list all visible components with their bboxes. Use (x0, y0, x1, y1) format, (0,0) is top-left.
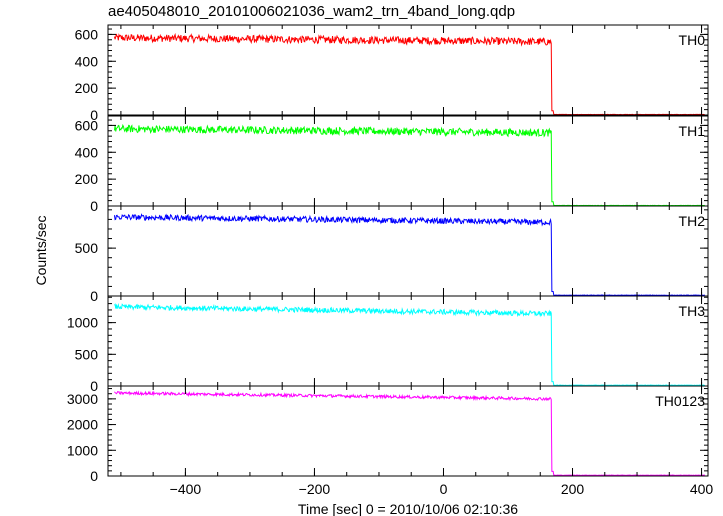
y-tick-label: 200 (75, 80, 99, 96)
x-tick-label: 400 (690, 481, 714, 497)
y-tick-label: 0 (90, 468, 98, 484)
series-label-th2: TH2 (679, 213, 706, 229)
panel-th0: 0 200 400 600 TH0 (75, 24, 709, 123)
series-label-th1: TH1 (679, 123, 706, 139)
y-tick-label: 0 (90, 198, 98, 214)
x-tick-label: 200 (561, 481, 585, 497)
panel-frame (107, 385, 709, 477)
panel-th2: 0 500 TH2 (75, 205, 709, 304)
y-axis-label: Counts/sec (33, 215, 49, 285)
y-tick-label: 500 (75, 346, 99, 362)
y-tick-label: 0 (90, 288, 98, 304)
y-tick-label: 200 (75, 171, 99, 187)
panel-th1: 0 200 400 600 TH1 (75, 115, 709, 214)
y-tick-label: 1000 (67, 315, 98, 331)
y-tick-label: 3000 (67, 391, 98, 407)
series-line-th3 (114, 303, 705, 386)
panel-frame (107, 24, 709, 116)
series-line-th0123 (114, 390, 705, 476)
y-tick-label: 0 (90, 378, 98, 394)
series-label-th3: TH3 (679, 303, 706, 319)
chart-title: ae405048010_20101006021036_wam2_trn_4ban… (108, 3, 515, 20)
series-label-th0123: TH0123 (655, 393, 705, 409)
series-line-th2 (113, 213, 705, 296)
panel-frame (107, 295, 709, 387)
series-line-th0 (113, 32, 705, 116)
y-tick-label: 600 (75, 26, 99, 42)
x-tick-label: −400 (170, 481, 202, 497)
y-tick-label: 500 (75, 240, 99, 256)
y-tick-label: 1000 (67, 442, 98, 458)
panel-th0123: 0 1000 2000 3000 TH0123 (67, 385, 709, 484)
y-tick-label: 0 (90, 107, 98, 123)
x-tick-label: 0 (440, 481, 448, 497)
panels: 0 200 400 600 TH0 0 200 400 600 TH1 0 500 TH2 0 500 100… (67, 24, 714, 497)
series-line-th1 (113, 123, 705, 207)
y-tick-label: 600 (75, 117, 99, 133)
y-tick-label: 400 (75, 53, 99, 69)
series-label-th0: TH0 (679, 32, 706, 48)
x-tick-label: −200 (299, 481, 331, 497)
panel-frame (107, 205, 709, 297)
panel-th3: 0 500 1000 TH3 (67, 295, 709, 394)
y-tick-label: 2000 (67, 417, 98, 433)
x-axis-label: Time [sec] 0 = 2010/10/06 02:10:36 (298, 501, 518, 516)
y-tick-label: 400 (75, 144, 99, 160)
